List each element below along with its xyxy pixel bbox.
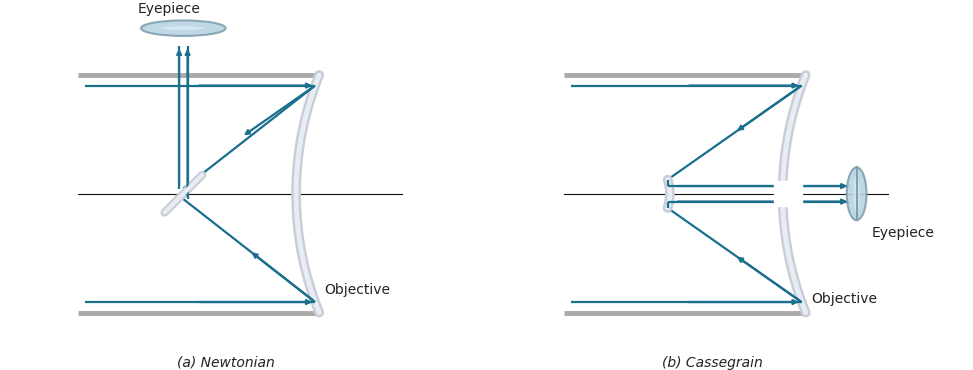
Text: (a) Newtonian: (a) Newtonian: [177, 356, 274, 370]
Ellipse shape: [847, 167, 867, 220]
Text: Objective: Objective: [324, 283, 390, 297]
Text: Objective: Objective: [811, 292, 877, 306]
Ellipse shape: [853, 175, 859, 212]
Text: Eyepiece: Eyepiece: [872, 226, 935, 239]
Ellipse shape: [141, 20, 226, 36]
Text: (b) Cassegrain: (b) Cassegrain: [662, 356, 763, 370]
Ellipse shape: [162, 26, 204, 30]
Text: Eyepiece: Eyepiece: [137, 2, 200, 16]
